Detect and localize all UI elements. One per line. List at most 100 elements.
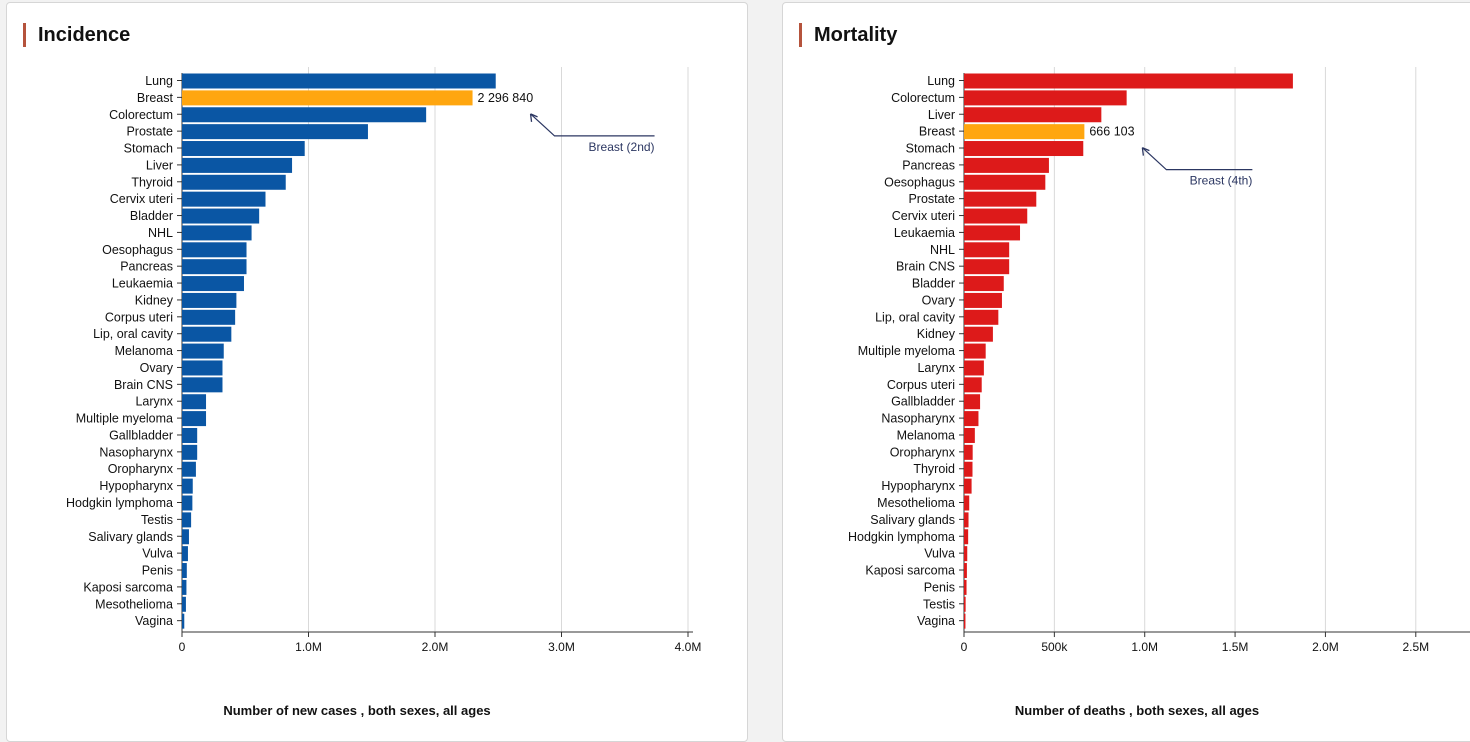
mortality-bar-larynx[interactable] — [964, 360, 984, 376]
mortality-bar-lip-oral-cavity[interactable] — [964, 309, 999, 325]
incidence-bar-larynx[interactable] — [182, 394, 207, 410]
incidence-bar-ovary[interactable] — [182, 360, 223, 376]
mortality-category-label: Breast — [919, 125, 956, 139]
mortality-bar-testis[interactable] — [964, 596, 966, 612]
incidence-bar-vulva[interactable] — [182, 546, 188, 562]
incidence-bar-breast[interactable] — [182, 90, 473, 106]
incidence-bar-melanoma[interactable] — [182, 343, 224, 359]
mortality-category-label: Liver — [928, 108, 955, 122]
incidence-bar-hypopharynx[interactable] — [182, 478, 193, 494]
mortality-x-tick-label: 1.5M — [1222, 640, 1249, 654]
mortality-bar-penis[interactable] — [964, 579, 967, 595]
incidence-category-label: Kidney — [135, 293, 174, 307]
mortality-bar-thyroid[interactable] — [964, 461, 973, 477]
incidence-bar-oropharynx[interactable] — [182, 461, 196, 477]
mortality-category-label: Salivary glands — [870, 513, 955, 527]
incidence-category-label: Oropharynx — [108, 462, 174, 476]
mortality-bar-vulva[interactable] — [964, 546, 968, 562]
incidence-bar-oesophagus[interactable] — [182, 242, 247, 258]
incidence-category-label: Bladder — [130, 209, 173, 223]
mortality-bar-brain-cns[interactable] — [964, 259, 1010, 275]
incidence-bar-testis[interactable] — [182, 512, 192, 528]
incidence-annotation-text: Breast (2nd) — [589, 140, 655, 154]
incidence-bar-leukaemia[interactable] — [182, 276, 244, 292]
mortality-category-label: Vagina — [917, 614, 955, 628]
incidence-bar-vagina[interactable] — [182, 613, 185, 629]
incidence-bar-kaposi-sarcoma[interactable] — [182, 579, 187, 595]
incidence-bar-corpus-uteri[interactable] — [182, 309, 236, 325]
mortality-highlight-value-label: 666 103 — [1089, 125, 1134, 139]
incidence-category-label: Mesothelioma — [95, 597, 173, 611]
incidence-bar-kidney[interactable] — [182, 292, 237, 308]
incidence-bar-thyroid[interactable] — [182, 174, 286, 190]
incidence-bar-salivary-glands[interactable] — [182, 529, 189, 545]
mortality-bar-breast[interactable] — [964, 124, 1085, 140]
incidence-category-label: Thyroid — [131, 175, 173, 189]
incidence-bar-bladder[interactable] — [182, 208, 260, 224]
mortality-bar-colorectum[interactable] — [964, 90, 1127, 106]
mortality-category-label: Larynx — [917, 361, 955, 375]
incidence-annotation-arrowhead — [529, 113, 538, 122]
incidence-category-label: Pancreas — [120, 260, 173, 274]
mortality-category-label: Testis — [923, 597, 955, 611]
incidence-category-label: Colorectum — [109, 108, 173, 122]
mortality-bar-prostate[interactable] — [964, 191, 1037, 207]
incidence-category-label: Kaposi sarcoma — [83, 580, 173, 594]
incidence-bar-gallbladder[interactable] — [182, 427, 198, 443]
mortality-category-label: Vulva — [924, 547, 955, 561]
mortality-category-label: Cervix uteri — [892, 209, 955, 223]
incidence-category-label: Hypopharynx — [99, 479, 173, 493]
incidence-bar-lung[interactable] — [182, 73, 496, 89]
incidence-category-label: Corpus uteri — [105, 310, 173, 324]
mortality-bar-hypopharynx[interactable] — [964, 478, 972, 494]
mortality-bar-kidney[interactable] — [964, 326, 993, 342]
mortality-bar-nhl[interactable] — [964, 242, 1010, 258]
mortality-bar-ovary[interactable] — [964, 292, 1002, 308]
incidence-bar-lip-oral-cavity[interactable] — [182, 326, 232, 342]
incidence-bar-cervix-uteri[interactable] — [182, 191, 266, 207]
mortality-bar-melanoma[interactable] — [964, 427, 975, 443]
mortality-bar-multiple-myeloma[interactable] — [964, 343, 986, 359]
incidence-x-tick-label: 0 — [179, 640, 186, 654]
incidence-bar-pancreas[interactable] — [182, 259, 247, 275]
incidence-bar-prostate[interactable] — [182, 124, 368, 140]
mortality-category-label: Brain CNS — [896, 260, 955, 274]
mortality-bar-kaposi-sarcoma[interactable] — [964, 563, 967, 579]
incidence-bar-penis[interactable] — [182, 563, 187, 579]
incidence-bar-nasopharynx[interactable] — [182, 444, 198, 460]
mortality-category-label: Melanoma — [897, 428, 955, 442]
mortality-bar-pancreas[interactable] — [964, 157, 1049, 173]
mortality-bar-mesothelioma[interactable] — [964, 495, 970, 511]
incidence-bar-multiple-myeloma[interactable] — [182, 411, 207, 427]
incidence-bar-brain-cns[interactable] — [182, 377, 223, 393]
mortality-category-label: Penis — [924, 580, 955, 594]
incidence-category-label: Penis — [142, 564, 173, 578]
mortality-panel: Mortality 0 500k 1.0M 1.5M 2.0M 2.5M Lung Color… — [782, 2, 1470, 742]
incidence-category-label: Hodgkin lymphoma — [66, 496, 173, 510]
mortality-x-tick-label: 2.5M — [1402, 640, 1429, 654]
mortality-category-label: Oropharynx — [890, 445, 956, 459]
mortality-bar-liver[interactable] — [964, 107, 1102, 123]
incidence-bar-nhl[interactable] — [182, 225, 252, 241]
mortality-bar-bladder[interactable] — [964, 276, 1004, 292]
incidence-bar-mesothelioma[interactable] — [182, 596, 186, 612]
mortality-bar-salivary-glands[interactable] — [964, 512, 969, 528]
mortality-bar-corpus-uteri[interactable] — [964, 377, 982, 393]
mortality-bar-hodgkin-lymphoma[interactable] — [964, 529, 969, 545]
mortality-bar-oesophagus[interactable] — [964, 174, 1046, 190]
incidence-bar-colorectum[interactable] — [182, 107, 427, 123]
mortality-bar-lung[interactable] — [964, 73, 1293, 89]
mortality-bar-gallbladder[interactable] — [964, 394, 981, 410]
incidence-bar-liver[interactable] — [182, 157, 293, 173]
incidence-bar-hodgkin-lymphoma[interactable] — [182, 495, 193, 511]
incidence-bar-stomach[interactable] — [182, 141, 305, 157]
mortality-bar-stomach[interactable] — [964, 141, 1084, 157]
mortality-bar-vagina[interactable] — [964, 613, 966, 629]
mortality-bar-oropharynx[interactable] — [964, 444, 973, 460]
mortality-category-label: Colorectum — [891, 91, 955, 105]
mortality-bar-cervix-uteri[interactable] — [964, 208, 1028, 224]
mortality-bar-leukaemia[interactable] — [964, 225, 1021, 241]
mortality-bar-nasopharynx[interactable] — [964, 411, 979, 427]
mortality-x-tick-label: 1.0M — [1131, 640, 1158, 654]
incidence-category-label: Lung — [145, 74, 173, 88]
